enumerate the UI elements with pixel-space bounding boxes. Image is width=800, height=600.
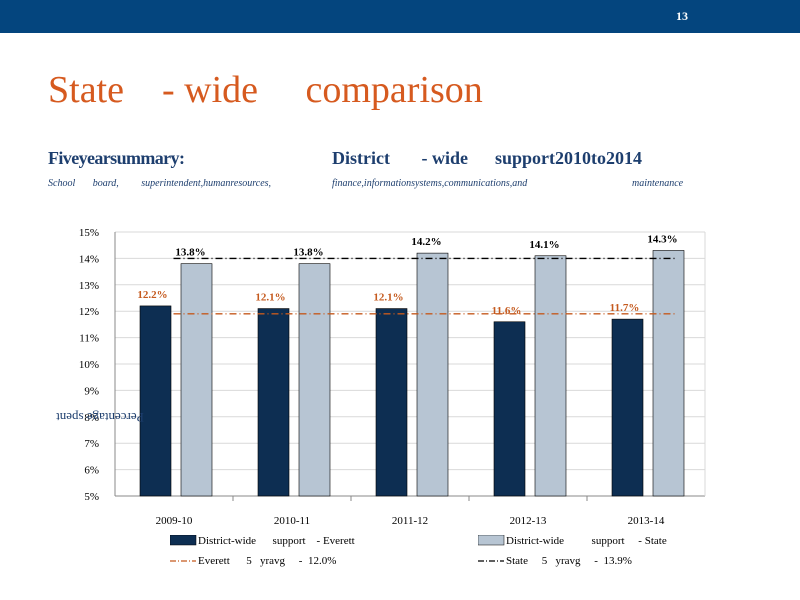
legend-label-state: District-wide support - State — [506, 535, 667, 547]
data-label-everett: 12.2% — [137, 289, 167, 301]
data-label-state: 14.2% — [411, 236, 441, 248]
y-tick-label: 12% — [79, 306, 99, 318]
header-bar — [0, 0, 800, 33]
bar-everett — [493, 321, 526, 497]
bar-state — [416, 252, 449, 497]
description-part-1: School board, superintendent,humanresour… — [48, 178, 272, 189]
bar-everett — [139, 305, 172, 497]
legend-label-everett-avg: Everett 5 yravg - 12.0% — [198, 555, 337, 567]
bar-state — [298, 263, 331, 497]
subtitle-left: Fiveyearsummary: — [48, 148, 185, 168]
y-tick-label: 11% — [79, 333, 99, 345]
x-tick-label: 2012-13 — [510, 515, 547, 527]
y-tick-label: 9% — [84, 385, 99, 397]
bar-everett — [375, 308, 408, 497]
y-tick-label: 6% — [84, 465, 99, 477]
data-label-everett: 12.1% — [373, 292, 403, 304]
y-tick-label: 13% — [79, 280, 99, 292]
data-label-state: 14.1% — [529, 239, 559, 251]
bar-everett — [257, 308, 290, 497]
x-tick-label: 2009-10 — [156, 515, 193, 527]
bar-state — [534, 255, 567, 497]
legend-swatch-state — [478, 535, 505, 546]
data-label-state: 13.8% — [175, 247, 205, 259]
x-tick-label: 2010-11 — [274, 515, 310, 527]
subtitle-right: District - wide support2010to2014 — [332, 148, 642, 168]
y-tick-label: 8% — [84, 412, 99, 424]
y-tick-label: 7% — [84, 438, 99, 450]
legend-swatch-everett — [170, 535, 197, 546]
legend-label-everett: District-wide support - Everett — [198, 535, 355, 547]
bar-everett — [611, 318, 644, 497]
legend-line-state-avg — [478, 560, 504, 562]
y-tick-label: 15% — [79, 227, 99, 239]
description-part-3: maintenance — [632, 178, 684, 189]
y-tick-label: 5% — [84, 491, 99, 503]
description-part-2: finance,informationsystems,communication… — [332, 178, 528, 189]
y-axis-label: Percentage spent — [56, 410, 144, 425]
data-label-state: 13.8% — [293, 247, 323, 259]
x-tick-label: 2013-14 — [628, 515, 665, 527]
y-tick-label: 14% — [79, 253, 99, 265]
data-label-everett: 12.1% — [255, 292, 285, 304]
bar-state — [180, 263, 213, 497]
data-label-everett: 11.7% — [610, 302, 640, 314]
bar-state — [652, 250, 685, 497]
x-tick-label: 2011-12 — [392, 515, 428, 527]
legend-label-state-avg: State 5 yravg - 13.9% — [506, 555, 632, 567]
data-label-everett: 11.6% — [492, 305, 522, 317]
slide-number: 13 — [676, 9, 688, 23]
page-title: State - wide comparison — [48, 69, 483, 111]
y-tick-label: 10% — [79, 359, 99, 371]
legend-line-everett-avg — [170, 560, 196, 562]
data-label-state: 14.3% — [647, 233, 677, 245]
